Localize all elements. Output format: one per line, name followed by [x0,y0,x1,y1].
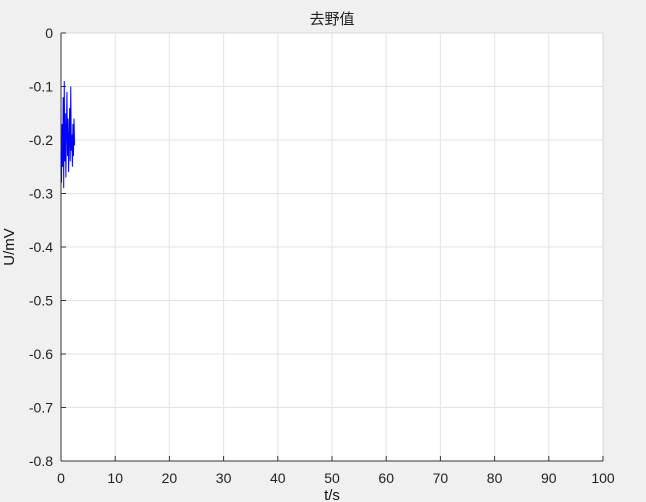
y-tick-label: -0.8 [29,453,53,469]
x-tick-label: 20 [162,470,178,486]
x-tick-label: 10 [107,470,123,486]
x-tick-label: 50 [324,470,340,486]
y-tick-label: -0.4 [29,239,53,255]
x-tick-label: 100 [591,470,615,486]
x-tick-label: 80 [487,470,503,486]
x-tick-label: 0 [57,470,65,486]
tick-marks [60,32,604,462]
chart-title: 去野值 [309,10,354,28]
y-tick-labels: 0 -0.1 -0.2 -0.3 -0.4 -0.5 -0.6 -0.7 -0.8 [29,25,53,469]
y-tick-label: -0.6 [29,346,53,362]
x-tick-label: 40 [270,470,286,486]
y-tick-label: -0.3 [29,186,53,202]
series-line [60,81,76,189]
grid-lines [61,33,603,461]
y-tick-label: -0.2 [29,132,53,148]
series-group [60,81,76,189]
y-tick-label: 0 [45,25,53,41]
x-tick-labels: 0 10 20 30 40 50 60 70 80 90 100 [57,470,615,486]
x-axis-label: t/s [324,487,340,502]
x-tick-label: 30 [216,470,232,486]
y-tick-label: -0.5 [29,293,53,309]
y-axis-label: U/mV [1,228,18,266]
y-tick-label: -0.1 [29,79,53,95]
x-tick-label: 70 [433,470,449,486]
x-tick-label: 90 [541,470,557,486]
y-tick-label: -0.7 [29,400,53,416]
x-tick-label: 60 [378,470,394,486]
